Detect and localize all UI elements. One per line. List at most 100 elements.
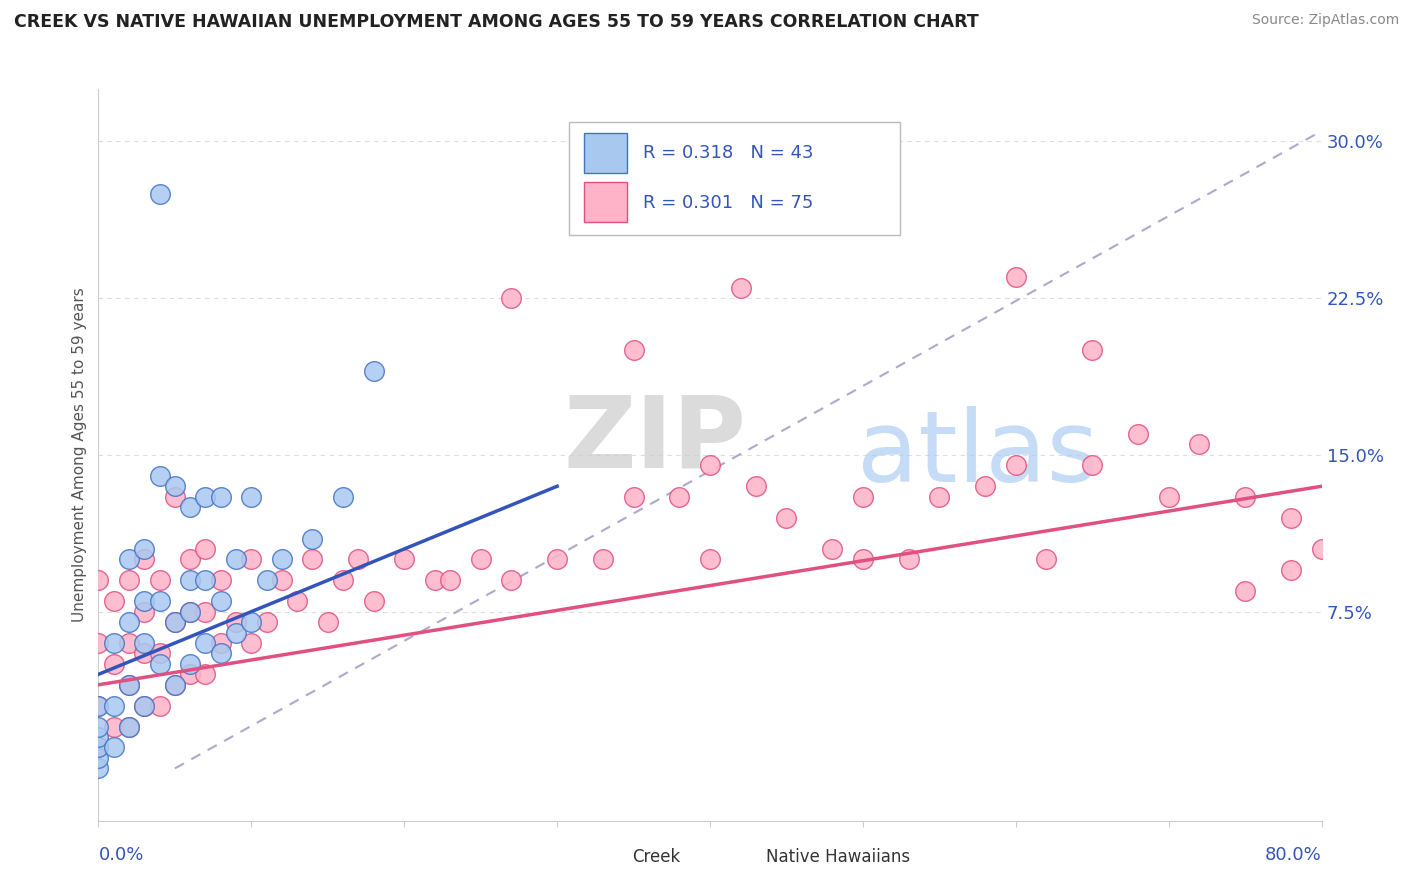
Text: R = 0.318   N = 43: R = 0.318 N = 43 [643,144,813,161]
Point [163,615,186,629]
Point [134,605,156,619]
Point [470,552,492,566]
Point [118,615,141,629]
Point [332,490,354,504]
FancyBboxPatch shape [723,843,756,871]
Point [163,678,186,692]
Point [87,698,110,713]
Point [118,720,141,734]
Point [332,574,354,588]
Point [775,510,797,524]
Text: 80.0%: 80.0% [1265,846,1322,863]
Point [163,615,186,629]
Point [240,552,263,566]
Point [974,479,997,493]
Point [225,625,247,640]
Point [240,636,263,650]
Text: Native Hawaiians: Native Hawaiians [766,848,911,866]
Point [149,594,172,608]
Point [87,740,110,755]
Point [134,698,156,713]
Point [118,720,141,734]
Text: atlas: atlas [856,407,1098,503]
Point [501,291,523,305]
Point [118,636,141,650]
Point [1157,490,1180,504]
Text: CREEK VS NATIVE HAWAIIAN UNEMPLOYMENT AMONG AGES 55 TO 59 YEARS CORRELATION CHAR: CREEK VS NATIVE HAWAIIAN UNEMPLOYMENT AM… [14,13,979,31]
Point [928,490,950,504]
Point [163,490,186,504]
Point [1081,458,1104,473]
Point [134,594,156,608]
Point [179,605,201,619]
Text: R = 0.301   N = 75: R = 0.301 N = 75 [643,194,813,211]
Point [821,541,844,556]
Point [87,720,110,734]
Point [699,458,721,473]
Point [1279,510,1302,524]
Point [179,667,201,681]
Point [852,490,875,504]
Point [623,343,645,358]
Point [87,730,110,744]
Point [149,468,172,483]
Point [118,678,141,692]
Text: Source: ZipAtlas.com: Source: ZipAtlas.com [1251,13,1399,28]
Point [163,479,186,493]
Point [256,574,278,588]
Point [1035,552,1057,566]
Point [1128,427,1150,442]
Point [1234,583,1257,598]
Point [1310,541,1333,556]
Point [439,574,461,588]
Point [501,574,523,588]
Point [149,186,172,201]
Point [87,698,110,713]
Point [1081,343,1104,358]
Point [149,647,172,661]
Point [1188,437,1211,451]
Point [301,552,323,566]
Point [118,678,141,692]
Point [179,574,201,588]
Point [668,490,690,504]
Point [103,698,125,713]
Point [209,636,232,650]
Point [270,552,292,566]
Point [623,490,645,504]
Point [852,552,875,566]
Point [194,605,217,619]
Text: ZIP: ZIP [564,392,747,489]
Point [149,657,172,671]
Point [118,552,141,566]
Point [194,667,217,681]
Point [194,574,217,588]
FancyBboxPatch shape [583,182,627,222]
Point [87,751,110,765]
Point [103,636,125,650]
FancyBboxPatch shape [588,843,621,871]
Point [745,479,768,493]
Point [225,552,247,566]
Point [699,552,721,566]
Point [134,636,156,650]
Point [87,740,110,755]
Point [179,552,201,566]
Point [423,574,446,588]
Point [363,594,385,608]
Point [194,490,217,504]
Point [134,552,156,566]
Text: Creek: Creek [631,848,681,866]
FancyBboxPatch shape [569,122,900,235]
Point [209,594,232,608]
Point [179,605,201,619]
Point [897,552,920,566]
Point [134,647,156,661]
Point [546,552,568,566]
Point [163,678,186,692]
Point [149,574,172,588]
Point [149,698,172,713]
Point [103,720,125,734]
Point [730,281,752,295]
Point [87,574,110,588]
